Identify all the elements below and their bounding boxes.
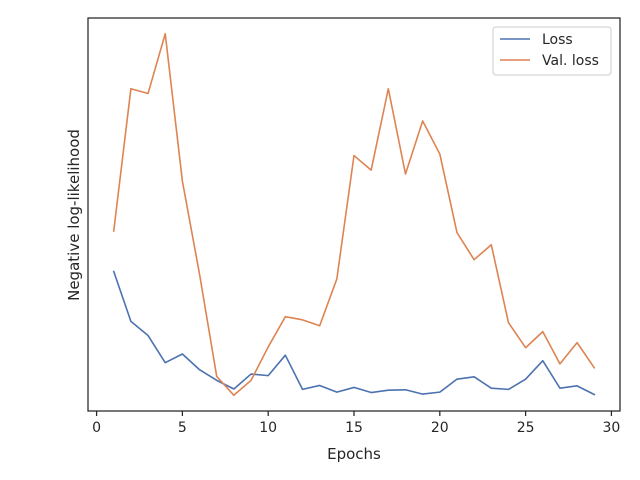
x-tick-label: 30 xyxy=(603,420,621,436)
x-tick-label: 20 xyxy=(431,420,449,436)
series-line-2 xyxy=(112,32,596,397)
x-tick-label: 0 xyxy=(92,420,101,436)
series-line-1 xyxy=(112,270,596,396)
x-tick-label: 15 xyxy=(345,420,363,436)
legend-label-1: Loss xyxy=(542,32,573,48)
x-tick-label: 25 xyxy=(517,420,535,436)
legend-label-2: Val. loss xyxy=(542,53,599,69)
y-axis-label: Negative log-likelihood xyxy=(65,129,83,301)
x-tick-label: 5 xyxy=(178,420,187,436)
x-axis-ticks: 0 5 10 15 20 25 30 xyxy=(92,411,620,436)
legend: Loss Val. loss xyxy=(492,26,612,76)
x-axis-label: Epochs xyxy=(327,445,381,463)
series-layer xyxy=(112,32,596,397)
x-tick-label: 10 xyxy=(259,420,277,436)
